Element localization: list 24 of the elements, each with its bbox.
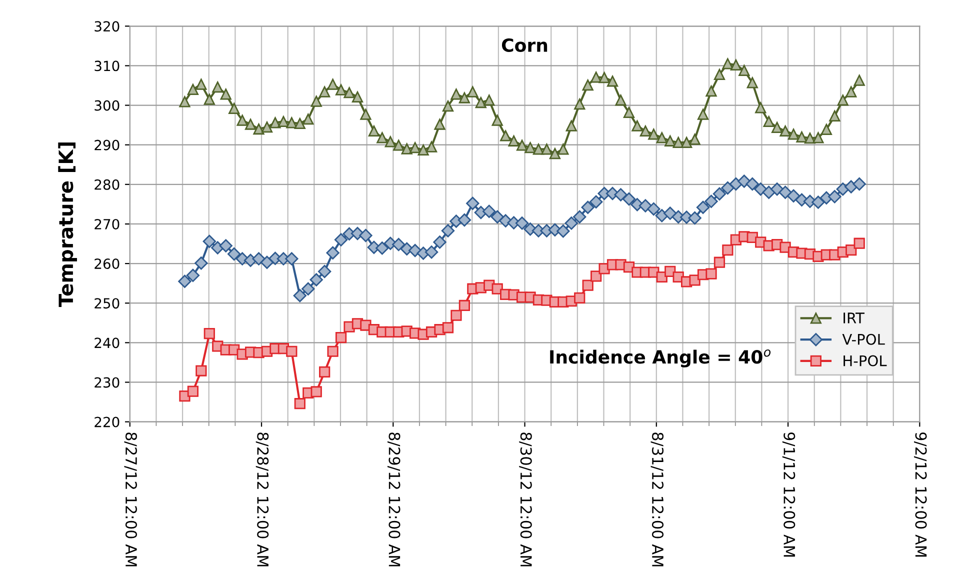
legend-label: V-POL <box>842 334 885 345</box>
y-tick-label: 220 <box>94 416 120 428</box>
y-tick-label: 310 <box>94 60 120 72</box>
x-tick-label: 8/31/12 12:00 AM <box>650 432 664 566</box>
y-tick-label: 320 <box>94 21 120 32</box>
legend-label: H-POL <box>844 355 887 366</box>
y-tick-label: 290 <box>94 140 120 150</box>
y-tick-label: 270 <box>94 218 120 230</box>
y-tick-label: 230 <box>94 377 120 388</box>
x-tick-label: 8/30/12 12:00 AM <box>519 432 532 566</box>
annotation: Incidence Angle = 40$^{o}$ <box>550 349 771 368</box>
text: Corn <box>502 38 548 52</box>
y-tick-label: 260 <box>94 258 120 270</box>
y-tick-label: 280 <box>94 179 120 190</box>
x-tick-label: 8/29/12 12:00 AM <box>388 432 400 566</box>
x-tick-label: 9/2/12 12:00 AM <box>914 432 927 557</box>
x-tick-label: 8/28/12 12:00 AM <box>256 432 269 566</box>
y-axis-title: Temprature [K] <box>58 142 77 308</box>
x-tick-label: 9/1/12 12:00 AM <box>782 432 796 557</box>
y-tick-label: 300 <box>94 100 120 111</box>
y-tick-label: 250 <box>94 298 120 309</box>
x-tick-label: 8/27/12 12:00 AM <box>124 432 138 566</box>
y-tick-label: 240 <box>94 338 120 348</box>
legend-label: IRT <box>844 312 864 324</box>
